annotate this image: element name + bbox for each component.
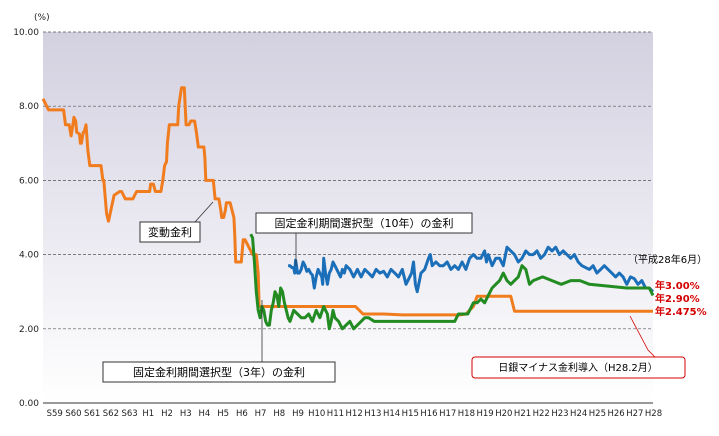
y-tick-label: 4.00 xyxy=(19,251,39,261)
x-tick-label: H4 xyxy=(199,409,211,419)
x-tick-label: H3 xyxy=(180,409,192,419)
y-tick-label: 8.00 xyxy=(19,102,39,112)
leader-hensou xyxy=(194,201,214,223)
x-tick-label: H23 xyxy=(551,409,568,419)
end-label-blue: 年3.00% xyxy=(655,279,700,292)
series-line-2 xyxy=(249,233,655,331)
x-tick-label: H24 xyxy=(570,409,587,419)
x-tick-label: H28 xyxy=(645,409,662,419)
series-lines xyxy=(41,86,655,331)
x-tick-label: H17 xyxy=(439,409,456,419)
y-tick-label: 2.00 xyxy=(19,325,39,335)
x-tick-label: H9 xyxy=(292,409,304,419)
label-box-kotei3 xyxy=(102,361,336,383)
grid-lines xyxy=(43,31,653,404)
x-tick-label: H10 xyxy=(308,409,325,419)
x-tick-label: H25 xyxy=(589,409,606,419)
x-tick-label: H16 xyxy=(420,409,437,419)
label-box-kotei10 xyxy=(255,212,473,234)
label-date-note: （平成28年6月） xyxy=(628,253,707,266)
x-tick-label: H6 xyxy=(236,409,248,419)
label-boj: 日銀マイナス金利導入（H28.2月） xyxy=(498,361,658,374)
x-tick-label: H22 xyxy=(533,409,550,419)
x-tick-label: H19 xyxy=(477,409,494,419)
x-tick-label: S62 xyxy=(103,409,119,419)
label-box-hensou xyxy=(139,221,201,243)
x-tick-label: H7 xyxy=(255,409,267,419)
x-tick-label: S59 xyxy=(47,409,63,419)
x-tick-label: H12 xyxy=(346,409,363,419)
x-tick-label: H21 xyxy=(514,409,531,419)
leader-boj xyxy=(629,315,657,359)
x-tick-label: H26 xyxy=(607,409,624,419)
x-tick-label: H1 xyxy=(142,409,154,419)
series-line-0 xyxy=(41,86,653,317)
x-tick-label: H15 xyxy=(402,409,419,419)
y-tick-label: 6.00 xyxy=(19,176,39,186)
end-label-orange: 年2.475% xyxy=(655,305,707,318)
x-tick-label: S61 xyxy=(84,409,100,419)
x-tick-label: S63 xyxy=(121,409,137,419)
y-tick-label: 10.00 xyxy=(13,28,39,38)
series-line-1 xyxy=(288,245,655,294)
y-axis-unit: (%) xyxy=(34,13,50,23)
end-label-green: 年2.90% xyxy=(655,292,700,305)
x-tick-label: H2 xyxy=(161,409,173,419)
label-kotei3: 固定金利期間選択型（3年）の金利 xyxy=(133,365,305,379)
x-tick-label: H18 xyxy=(458,409,475,419)
y-tick-label: 0.00 xyxy=(19,399,39,409)
x-tick-label: H5 xyxy=(217,409,229,419)
x-tick-label: H27 xyxy=(626,409,643,419)
x-tick-label: H14 xyxy=(383,409,400,419)
y-axis: 0.00 2.00 4.00 6.00 8.00 10.00 xyxy=(13,28,39,409)
label-kotei10: 固定金利期間選択型（10年）の金利 xyxy=(275,216,454,230)
x-tick-label: H20 xyxy=(495,409,512,419)
x-tick-label: S60 xyxy=(65,409,81,419)
label-box-boj xyxy=(471,356,686,379)
label-hensou: 変動金利 xyxy=(148,225,192,239)
x-tick-label: H8 xyxy=(273,409,285,419)
x-axis: S59 S60 S61 S62 S63 H1 H2 H3 H4 H5 H6 H7 H8 H9 H10 H11 H… xyxy=(47,409,662,419)
x-tick-label: H13 xyxy=(364,409,381,419)
x-tick-label: H11 xyxy=(327,409,344,419)
